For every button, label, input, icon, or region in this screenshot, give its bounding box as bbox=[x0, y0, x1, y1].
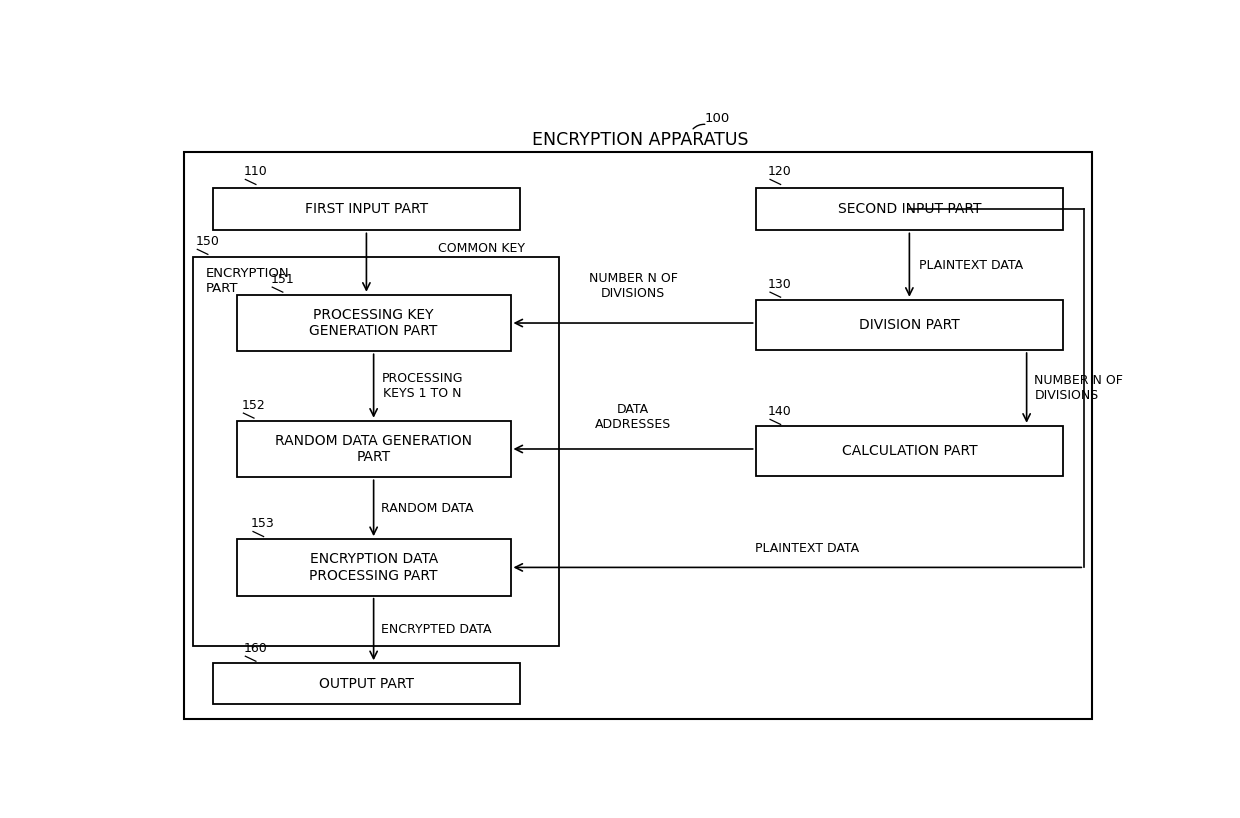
Bar bbox=[237, 420, 511, 478]
Bar bbox=[755, 425, 1063, 476]
Text: 153: 153 bbox=[250, 517, 275, 530]
Text: DATA
ADDRESSES: DATA ADDRESSES bbox=[595, 403, 671, 432]
Bar bbox=[213, 187, 521, 231]
Text: CALCULATION PART: CALCULATION PART bbox=[842, 444, 977, 458]
Bar bbox=[237, 294, 511, 352]
Text: ENCRYPTION DATA
PROCESSING PART: ENCRYPTION DATA PROCESSING PART bbox=[309, 552, 438, 582]
Text: 120: 120 bbox=[768, 165, 792, 178]
Text: NUMBER N OF
DIVISIONS: NUMBER N OF DIVISIONS bbox=[1034, 374, 1123, 402]
Text: PLAINTEXT DATA: PLAINTEXT DATA bbox=[755, 542, 859, 555]
Bar bbox=[755, 187, 1063, 231]
Text: SECOND INPUT PART: SECOND INPUT PART bbox=[838, 202, 981, 216]
Text: 150: 150 bbox=[196, 235, 219, 248]
Text: 152: 152 bbox=[242, 399, 265, 411]
Bar bbox=[237, 539, 511, 596]
Bar bbox=[755, 299, 1063, 350]
Text: NUMBER N OF
DIVISIONS: NUMBER N OF DIVISIONS bbox=[589, 272, 677, 300]
Text: 151: 151 bbox=[270, 273, 294, 285]
Text: 130: 130 bbox=[768, 278, 792, 291]
Text: DIVISION PART: DIVISION PART bbox=[859, 318, 960, 332]
Text: ENCRYPTED DATA: ENCRYPTED DATA bbox=[382, 623, 492, 636]
Text: 110: 110 bbox=[243, 165, 267, 178]
Text: 160: 160 bbox=[243, 642, 267, 655]
Bar bbox=[193, 257, 558, 646]
Text: PROCESSING KEY
GENERATION PART: PROCESSING KEY GENERATION PART bbox=[310, 308, 438, 338]
Text: FIRST INPUT PART: FIRST INPUT PART bbox=[305, 202, 428, 216]
Text: PROCESSING
KEYS 1 TO N: PROCESSING KEYS 1 TO N bbox=[382, 372, 463, 400]
Text: ENCRYPTION APPARATUS: ENCRYPTION APPARATUS bbox=[532, 132, 749, 150]
Text: RANDOM DATA: RANDOM DATA bbox=[382, 501, 474, 515]
Text: RANDOM DATA GENERATION
PART: RANDOM DATA GENERATION PART bbox=[275, 434, 472, 464]
Text: OUTPUT PART: OUTPUT PART bbox=[319, 676, 414, 690]
Text: 100: 100 bbox=[704, 111, 730, 124]
Text: COMMON KEY: COMMON KEY bbox=[439, 241, 526, 254]
Bar bbox=[213, 663, 521, 704]
Text: ENCRYPTION
PART: ENCRYPTION PART bbox=[206, 267, 290, 295]
Text: PLAINTEXT DATA: PLAINTEXT DATA bbox=[919, 258, 1023, 272]
Text: 140: 140 bbox=[768, 405, 792, 418]
